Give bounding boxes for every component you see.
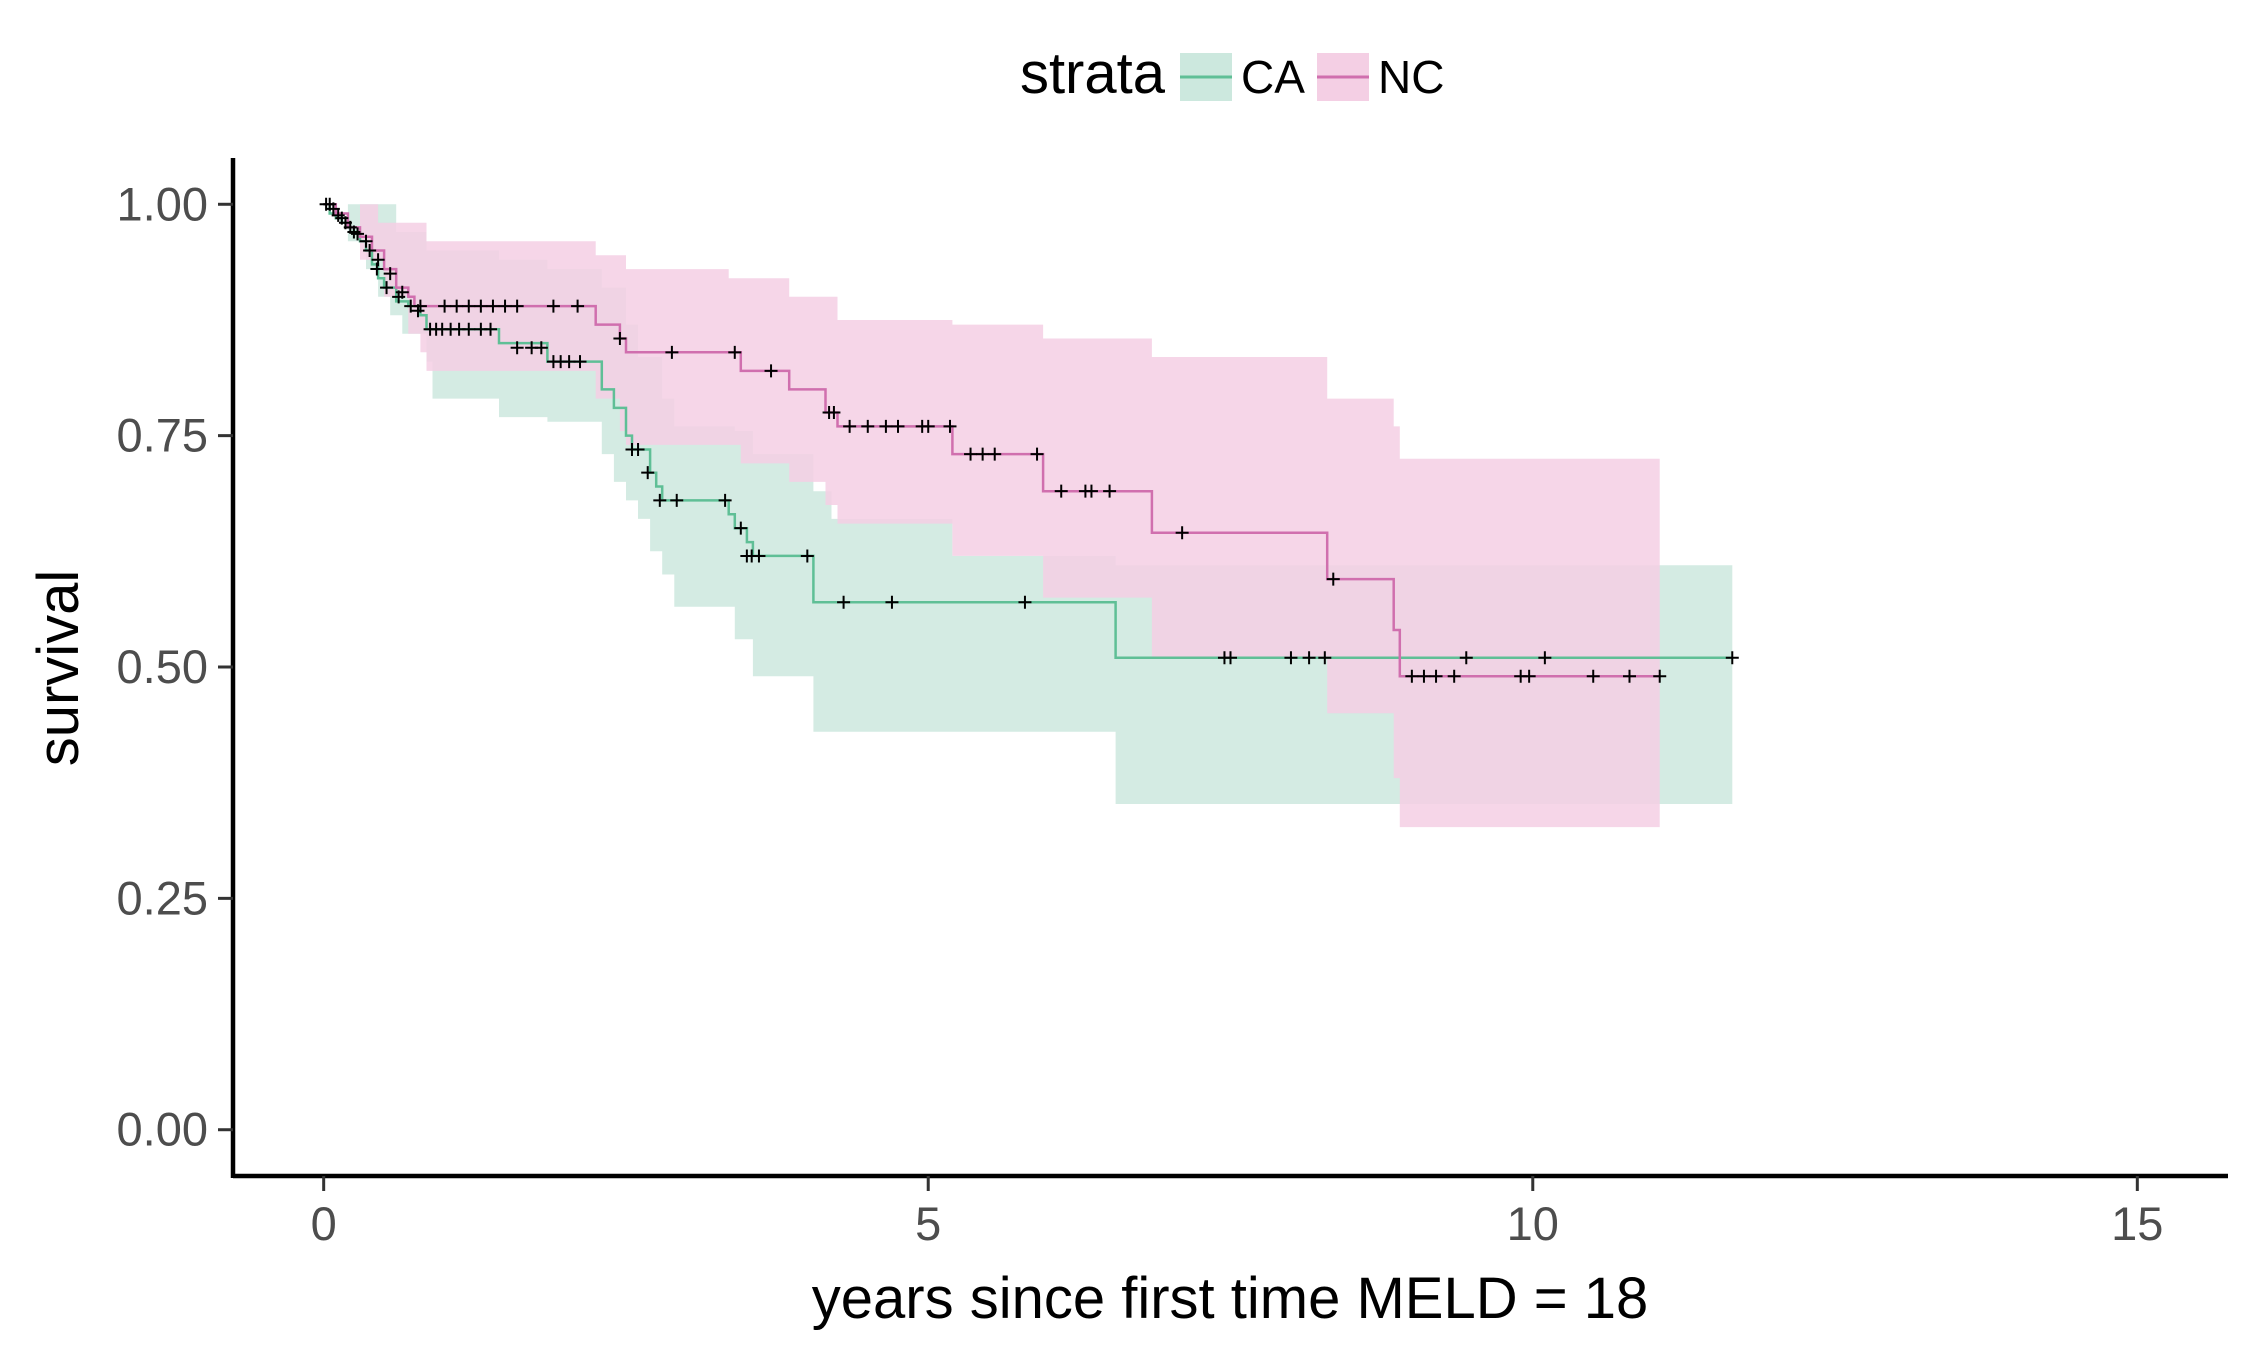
- censor-mark-nc: [728, 345, 742, 359]
- censor-mark-ca: [631, 443, 645, 457]
- censor-mark-nc: [1417, 669, 1431, 683]
- legend-item-nc: NC: [1317, 51, 1444, 103]
- censor-mark-nc: [413, 299, 427, 313]
- censor-mark-nc: [474, 299, 488, 313]
- censor-mark-ca: [1284, 651, 1298, 665]
- censor-mark-ca: [1018, 595, 1032, 609]
- censor-mark-nc: [347, 225, 361, 239]
- censor-mark-nc: [1175, 526, 1189, 540]
- censor-mark-nc: [964, 447, 978, 461]
- censor-mark-nc: [546, 299, 560, 313]
- censor-mark-ca: [573, 355, 587, 369]
- censor-mark-ca: [670, 493, 684, 507]
- censor-mark-nc: [764, 364, 778, 378]
- x-ticks: 0 5 10 15: [311, 1176, 2163, 1250]
- y-tick-label: 0.75: [117, 409, 208, 462]
- censor-mark-nc: [498, 299, 512, 313]
- censor-mark-nc: [1326, 572, 1340, 586]
- censor-mark-nc: [510, 299, 524, 313]
- censor-mark-nc: [1586, 669, 1600, 683]
- censor-mark-nc: [1653, 669, 1667, 683]
- censor-mark-nc: [1054, 484, 1068, 498]
- censor-mark-ca: [380, 281, 394, 295]
- censor-mark-nc: [988, 447, 1002, 461]
- x-tick-label: 0: [311, 1197, 337, 1250]
- censor-mark-ca: [370, 262, 384, 276]
- censor-mark-ca: [1318, 651, 1332, 665]
- x-tick-label: 10: [1507, 1197, 1559, 1250]
- y-axis: 0.00 0.25 0.50 0.75 1.00: [117, 158, 236, 1178]
- censor-mark-nc: [921, 419, 935, 433]
- censor-mark-nc: [665, 345, 679, 359]
- censor-mark-nc: [462, 299, 476, 313]
- y-tick-label: 1.00: [117, 177, 208, 230]
- censor-mark-ca: [462, 322, 476, 336]
- censor-mark-ca: [510, 341, 524, 355]
- x-axis: 0 5 10 15: [233, 1173, 2228, 1250]
- censor-mark-ca: [534, 341, 548, 355]
- censor-mark-nc: [571, 299, 585, 313]
- censor-mark-nc: [371, 253, 385, 267]
- censor-mark-nc: [1623, 669, 1636, 683]
- censor-marks: [319, 197, 1739, 683]
- censor-mark-nc: [976, 447, 990, 461]
- censor-mark-nc: [438, 299, 452, 313]
- censor-mark-nc: [319, 197, 333, 211]
- y-tick-label: 0.25: [117, 871, 208, 924]
- confidence-bands: [323, 204, 1733, 828]
- censor-mark-nc: [891, 419, 905, 433]
- censor-mark-nc: [395, 285, 409, 299]
- y-axis-title: survival: [26, 570, 91, 767]
- censor-mark-ca: [653, 493, 667, 507]
- confidence-band-nc: [323, 204, 1660, 828]
- censor-mark-ca: [752, 549, 766, 563]
- legend-label-nc: NC: [1378, 51, 1444, 103]
- censor-mark-ca: [734, 521, 748, 535]
- censor-mark-nc: [1447, 669, 1461, 683]
- censor-mark-nc: [359, 234, 373, 248]
- legend-title: strata: [1020, 41, 1166, 106]
- censor-mark-nc: [335, 211, 349, 225]
- censor-mark-ca: [718, 493, 732, 507]
- censor-mark-ca: [885, 595, 899, 609]
- y-tick-label: 0.50: [117, 640, 208, 693]
- censor-mark-ca: [1725, 651, 1739, 665]
- y-tick-label: 0.00: [117, 1103, 208, 1156]
- censor-mark-ca: [1538, 651, 1552, 665]
- censor-mark-ca: [800, 549, 814, 563]
- censor-mark-nc: [1429, 669, 1443, 683]
- censor-mark-nc: [1103, 484, 1117, 498]
- censor-mark-ca: [1459, 651, 1473, 665]
- censor-mark-nc: [1522, 669, 1536, 683]
- censor-mark-nc: [1405, 669, 1419, 683]
- legend-item-ca: CA: [1180, 51, 1305, 103]
- legend: strata CA NC: [1020, 41, 1445, 106]
- x-axis-title: years since first time MELD = 18: [812, 1266, 1648, 1331]
- survival-curve-nc: [323, 203, 1660, 678]
- censor-mark-ca: [1302, 651, 1316, 665]
- legend-label-ca: CA: [1241, 51, 1305, 103]
- censor-mark-nc: [1030, 447, 1044, 461]
- censor-mark-nc: [943, 419, 957, 433]
- censor-mark-nc: [827, 406, 841, 419]
- censor-mark-ca: [562, 355, 576, 369]
- censor-mark-ca: [1224, 651, 1237, 665]
- censor-mark-ca: [837, 595, 851, 609]
- censor-mark-nc: [861, 419, 875, 433]
- x-tick-label: 5: [915, 1197, 941, 1250]
- x-tick-label: 15: [2111, 1197, 2163, 1250]
- censor-mark-ca: [363, 244, 377, 258]
- censor-mark-nc: [383, 267, 397, 281]
- censor-mark-nc: [843, 419, 857, 433]
- censor-mark-nc: [486, 299, 500, 313]
- censor-mark-nc: [613, 331, 627, 345]
- censor-mark-ca: [641, 466, 655, 480]
- censor-mark-nc: [1084, 484, 1098, 498]
- y-ticks: 0.00 0.25 0.50 0.75 1.00: [117, 177, 233, 1156]
- censor-mark-nc: [879, 419, 893, 433]
- censor-mark-ca: [484, 322, 498, 336]
- censor-mark-nc: [450, 299, 464, 313]
